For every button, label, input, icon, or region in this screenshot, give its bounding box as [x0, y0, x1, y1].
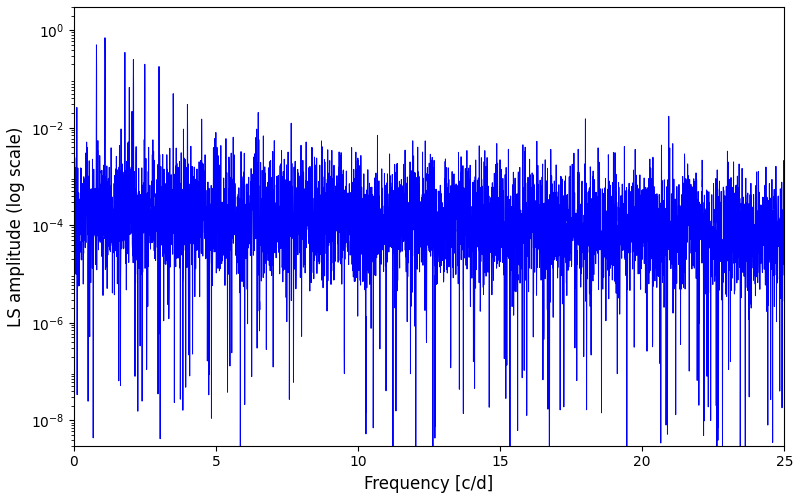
Y-axis label: LS amplitude (log scale): LS amplitude (log scale) — [7, 126, 25, 326]
X-axis label: Frequency [c/d]: Frequency [c/d] — [364, 475, 494, 493]
